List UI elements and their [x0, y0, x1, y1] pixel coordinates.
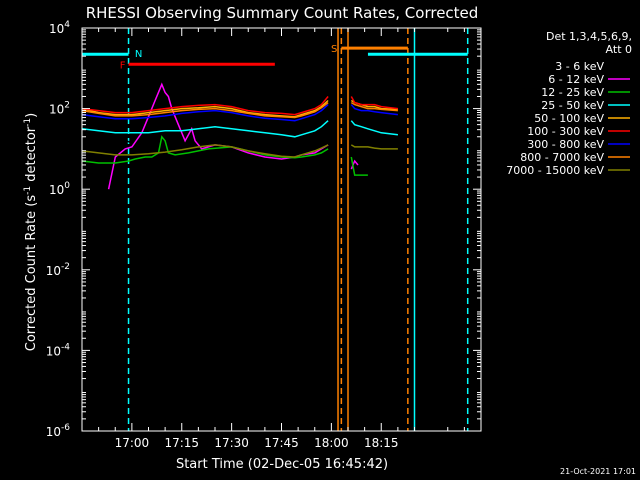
x-tick-label-0: 17:00 [115, 436, 150, 450]
x-tick-label-5: 18:15 [364, 436, 399, 450]
saa-bar-label: S [331, 44, 337, 55]
series-line-8-0 [81, 144, 329, 158]
series-line-8-1 [350, 144, 398, 150]
flare-bar-label: F [120, 60, 126, 71]
y-tick-label-2: 10-2 [46, 262, 70, 278]
legend-label-6: 300 - 800 keV [527, 138, 604, 151]
y-tick-label-0: 10-6 [46, 423, 71, 439]
legend-label-7: 800 - 7000 keV [520, 151, 604, 164]
legend-label-8: 7000 - 15000 keV [506, 164, 604, 177]
series-line-6-1 [350, 104, 398, 116]
series-line-2-1 [350, 156, 368, 176]
series-line-3-1 [350, 120, 398, 136]
legend-label-0: 3 - 6 keV [555, 60, 604, 73]
plot-area: F S N [81, 28, 469, 431]
y-tick-label-5: 104 [49, 20, 70, 36]
series-line-6-0 [81, 104, 329, 122]
legend-label-3: 25 - 50 keV [541, 99, 604, 112]
series-line-3-0 [81, 120, 329, 138]
x-axis-label: Start Time (02-Dec-05 16:45:42) [176, 457, 388, 472]
legend-header-line2: Att 0 [606, 43, 632, 56]
legend-label-4: 50 - 100 keV [534, 112, 604, 125]
y-axis-label: Corrected Count Rate (s-1 detector-1) [23, 113, 39, 351]
series-line-5-0 [81, 96, 329, 116]
x-tick-label-3: 17:45 [264, 436, 299, 450]
y-tick-label-4: 102 [49, 101, 70, 117]
x-tick-label-1: 17:15 [164, 436, 199, 450]
legend-label-2: 12 - 25 keV [541, 86, 604, 99]
series-line-7-1 [350, 101, 398, 112]
timestamp: 21-Oct-2021 17:01 [560, 467, 636, 476]
chart-title: RHESSI Observing Summary Count Rates, Co… [86, 4, 479, 22]
series-line-4-0 [81, 99, 329, 118]
series-line-2-0 [81, 135, 329, 164]
x-tick-label-2: 17:30 [214, 436, 249, 450]
axes: 17:00 17:15 17:30 17:45 18:00 18:15 10-6 10-4 10… [46, 20, 481, 450]
series-line-7-0 [81, 102, 329, 119]
legend-label-5: 100 - 300 keV [527, 125, 604, 138]
y-tick-label-1: 10-4 [46, 342, 71, 358]
legend-header-line1: Det 1,3,4,5,6,9, [546, 30, 632, 43]
x-tick-label-4: 18:00 [314, 436, 349, 450]
legend-label-1: 6 - 12 keV [548, 73, 604, 86]
y-tick-label-3: 100 [49, 181, 70, 197]
series-line-5-1 [350, 96, 398, 110]
night-label: N [135, 49, 142, 60]
